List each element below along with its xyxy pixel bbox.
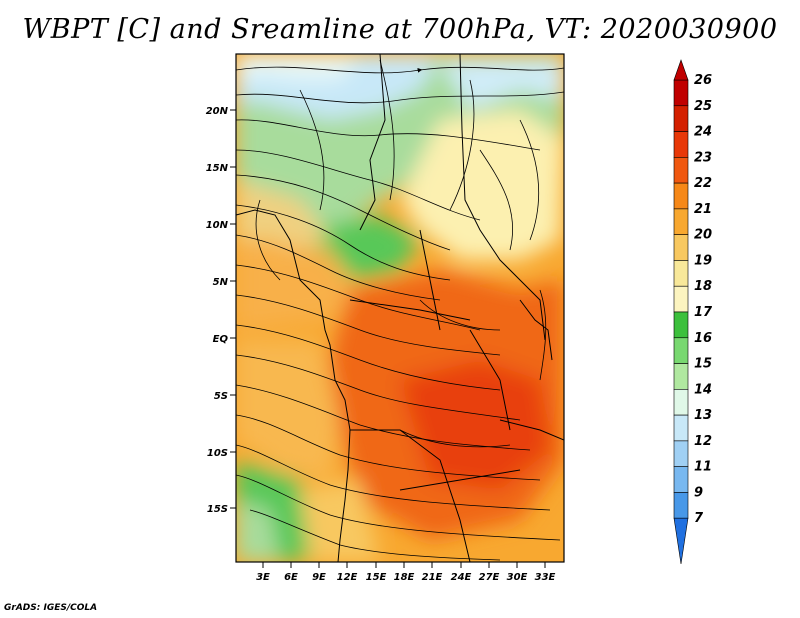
colorbar-label: 13 [694,408,712,423]
lon-label: 6E [284,572,298,583]
lon-label: 30E [507,572,528,583]
colorbar-label: 12 [694,434,712,449]
colorbar-label: 25 [694,99,712,114]
colorbar-segment [673,517,689,565]
colorbar-segment [673,414,689,442]
lon-label: 33E [535,572,556,583]
colorbar-label: 23 [694,150,712,165]
lon-label: 9E [312,572,326,583]
colorbar-segment [673,466,689,493]
map-frame [235,53,565,563]
colorbar-segment [673,363,689,390]
lat-label: 15N [206,163,229,174]
lat-label: 10N [206,220,229,231]
colorbar-segment [673,440,689,467]
colorbar-segment [673,285,689,313]
wbpt-field [236,54,564,562]
lat-label: 15S [207,504,228,515]
colorbar-label: 18 [694,279,712,294]
colorbar-segment [673,260,689,287]
colorbar-label: 15 [694,357,712,372]
lon-label: 15E [366,572,387,583]
colorbar-segment [673,157,689,184]
colorbar-segment [673,182,689,210]
colorbar-segment [673,131,689,158]
colorbar-label: 17 [694,305,713,320]
colorbar-segment [673,337,689,364]
colorbar-label: 7 [694,511,704,526]
lon-label: 18E [394,572,415,583]
colorbar-segment [673,492,689,519]
colorbar-label: 20 [694,228,712,243]
chart-title: WBPT [C] and Sreamline at 700hPa, VT: 20… [22,14,778,45]
colorbar-segment [673,208,689,235]
lon-label: 24E [451,572,472,583]
colorbar-label: 14 [694,382,712,397]
lon-ticks [262,562,546,568]
colorbar-label: 22 [694,176,712,191]
colorbar-label: 24 [694,125,712,140]
colorbar-segment [673,59,689,81]
lon-label: 12E [337,572,358,583]
colorbar-label: 19 [694,253,712,268]
lat-ticks [230,109,236,509]
colorbar: 26 25 24 23 22 21 20 19 18 17 16 15 14 13 12 11 9 7 [673,59,713,565]
colorbar-label: 21 [694,202,712,217]
lat-label: 20N [206,106,229,117]
colorbar-label: 11 [694,460,712,475]
colorbar-label: 26 [694,73,712,88]
streamlines [236,59,564,561]
colorbar-segment [673,79,689,107]
colorbar-segment [673,311,689,339]
footer-credit: GrADS: IGES/COLA [4,603,98,613]
colorbar-segment [673,389,689,416]
country-borders [236,54,564,562]
lat-label: 10S [207,448,228,459]
colorbar-label: 9 [694,485,703,500]
lon-label: 3E [256,572,270,583]
colorbar-segment [673,234,689,261]
lat-label: 5S [214,391,228,402]
colorbar-segment [673,105,689,132]
lat-label: EQ [213,334,229,345]
colorbar-label: 16 [694,331,712,346]
lon-label: 27E [479,572,500,583]
lon-label: 21E [422,572,443,583]
lat-label: 5N [213,277,229,288]
